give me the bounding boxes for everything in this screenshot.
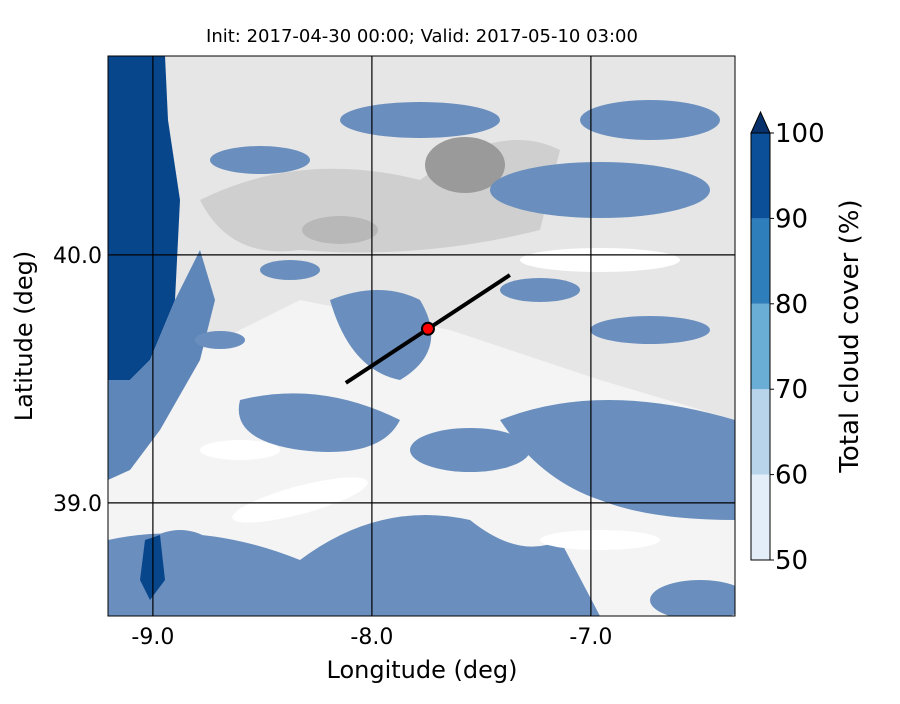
colorbar-segment: [751, 218, 770, 304]
map-field: [108, 56, 735, 616]
colorbar-tick-label: 50: [775, 546, 808, 576]
colorbar-tick-label: 60: [775, 461, 808, 491]
colorbar-segment: [751, 303, 770, 390]
colorbar: 50 60 70 80 90 100: [750, 110, 825, 576]
colorbar-tick-label: 90: [775, 204, 808, 234]
colorbar-tick-label: 80: [775, 290, 808, 320]
x-tick-label: -8.0: [350, 625, 393, 650]
y-tick-label: 39.0: [53, 492, 102, 517]
y-axis-label: Latitude (deg): [10, 251, 38, 421]
colorbar-label: Total cloud cover (%): [835, 199, 865, 473]
overlay: [344, 273, 511, 385]
x-axis-label: Longitude (deg): [327, 656, 518, 684]
mountain: [302, 216, 378, 244]
y-tick-label: 40.0: [53, 244, 102, 269]
ocean-cloud: [108, 56, 180, 380]
graticule: [108, 56, 735, 616]
chart-title: Init: 2017-04-30 00:00; Valid: 2017-05-1…: [206, 26, 638, 47]
colorbar-tick-label: 100: [775, 119, 825, 149]
colorbar-segment: [751, 133, 770, 219]
site-marker: [420, 321, 435, 336]
clear-patches: [200, 248, 680, 550]
colorbar-tick-label: 70: [775, 375, 808, 405]
x-tick-label: -7.0: [569, 625, 612, 650]
colorbar-frame: [750, 132, 771, 561]
cloud-patches: [108, 100, 735, 616]
mountain: [425, 137, 505, 193]
plot-frame: [107, 55, 736, 617]
cloud: [108, 250, 215, 480]
colorbar-segment: [751, 389, 770, 475]
x-tick-label: -9.0: [131, 625, 174, 650]
colorbar-extension: [750, 110, 771, 134]
colorbar-segment: [751, 474, 770, 560]
